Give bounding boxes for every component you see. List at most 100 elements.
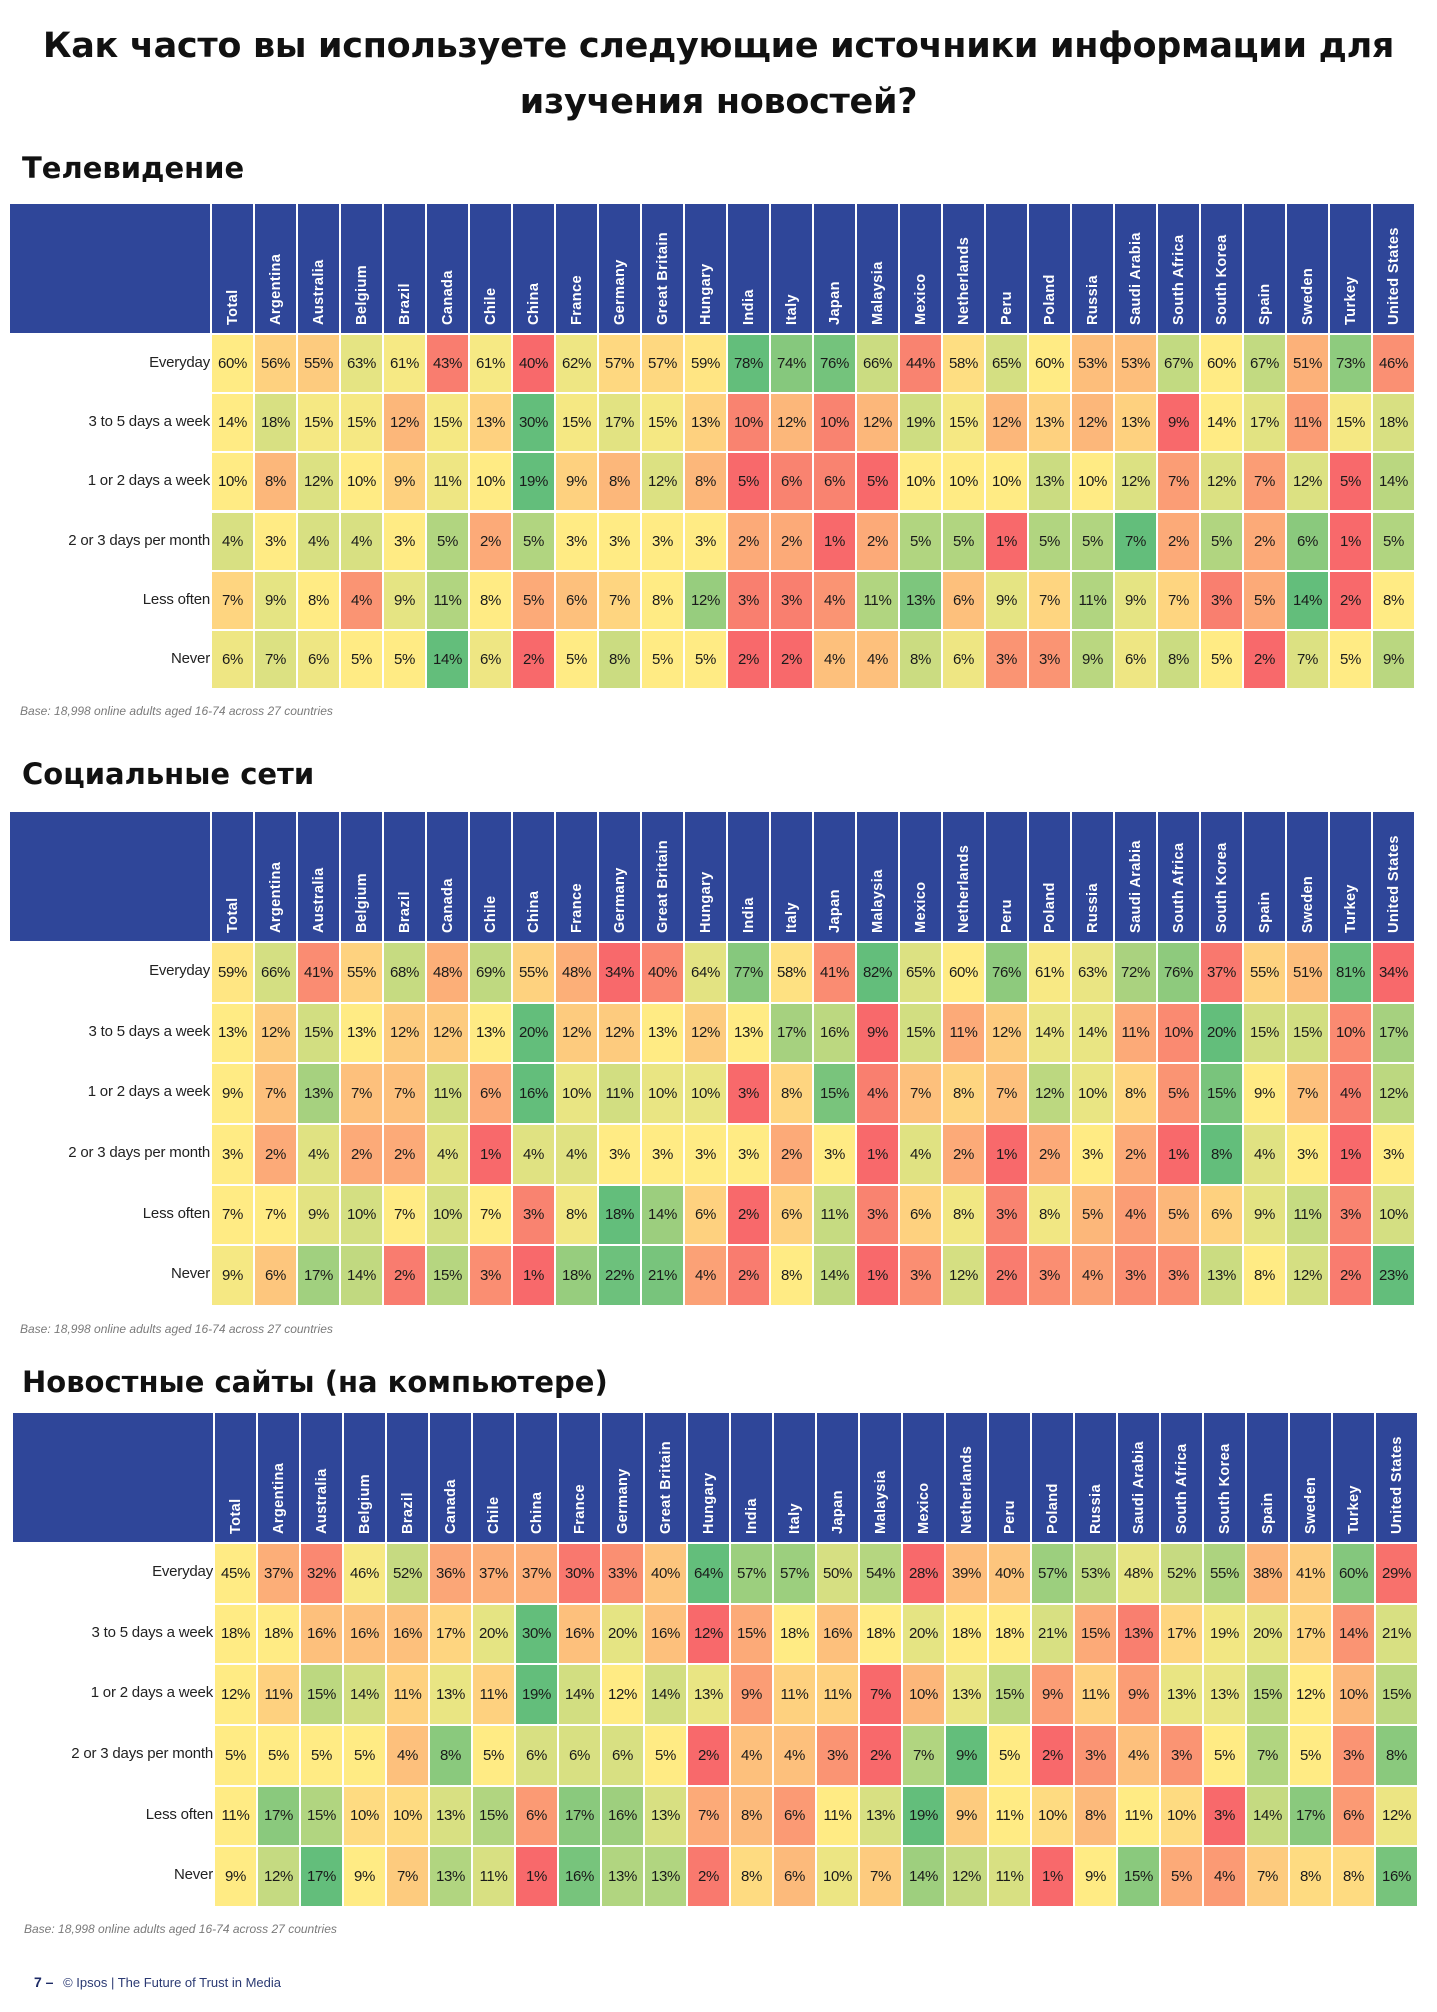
heatmap-header: Total Argentina Australia Belgium Brazil Cana… [10, 812, 1414, 941]
heatmap-cell: 16% [557, 1602, 600, 1664]
heatmap-cell: 72% [1113, 941, 1156, 1002]
column-header-label: Spain [1256, 891, 1273, 933]
heatmap-cell: 12% [1371, 1062, 1414, 1123]
heatmap-cell: 12% [686, 1602, 729, 1664]
column-header-label: South Africa [1170, 842, 1187, 933]
heatmap-cell: 10% [640, 1062, 683, 1123]
heatmap-cell: 10% [1070, 1062, 1113, 1123]
footer-text: © Ipsos | The Future of Trust in Media [63, 1975, 282, 1990]
column-header-argentina: Argentina [253, 812, 296, 941]
column-header-france: France [554, 204, 597, 333]
column-header-netherlands: Netherlands [941, 204, 984, 333]
heatmap-cell: 73% [1328, 333, 1371, 393]
heatmap-cell: 13% [683, 392, 726, 452]
heatmap-cell: 14% [339, 1244, 382, 1305]
heatmap-cell: 8% [898, 628, 941, 688]
heatmap-cell: 64% [686, 1542, 729, 1603]
heatmap-cell: 12% [769, 392, 812, 452]
heatmap-cell: 34% [1371, 941, 1414, 1002]
heatmap-cell: 10% [425, 1183, 468, 1245]
column-header-malaysia: Malaysia [855, 204, 898, 333]
column-header-poland: Poland [1027, 204, 1070, 333]
heatmap-cell: 2% [769, 510, 812, 570]
heatmap-cell: 2% [686, 1724, 729, 1785]
column-header-label: France [571, 1484, 588, 1534]
column-header-label: Germany [614, 1468, 631, 1534]
heatmap-cell: 12% [1285, 1244, 1328, 1305]
column-header-spain: Spain [1245, 1413, 1288, 1542]
heatmap-cell: 2% [511, 628, 554, 688]
heatmap-cell: 12% [253, 1001, 296, 1063]
column-header-label: Russia [1084, 275, 1101, 325]
column-header-hungary: Hungary [686, 1413, 729, 1542]
column-header-label: France [568, 275, 585, 325]
column-header-label: Australia [313, 1468, 330, 1534]
heatmap-cell: 3% [1285, 1123, 1328, 1184]
heatmap-cell: 7% [686, 1784, 729, 1846]
heatmap-cell: 9% [944, 1724, 987, 1785]
heatmap-cell: 37% [256, 1542, 299, 1603]
heatmap-cell: 10% [339, 1183, 382, 1245]
column-header-chile: Chile [471, 1413, 514, 1542]
heatmap-cell: 2% [1328, 1244, 1371, 1305]
row-label-less-often: Less often [142, 1204, 210, 1222]
heatmap-cell: 53% [1070, 333, 1113, 393]
column-header-label: Poland [1041, 882, 1058, 933]
heatmap-cell: 15% [898, 1001, 941, 1063]
heatmap-cell: 1% [1328, 1123, 1371, 1184]
heatmap-cell: 7% [253, 1183, 296, 1245]
heatmap-cell: 6% [941, 628, 984, 688]
column-header-label: Germany [611, 867, 628, 933]
heatmap-cell: 12% [1027, 1062, 1070, 1123]
column-header-label: Chile [485, 1496, 502, 1534]
heatmap-cell: 17% [769, 1001, 812, 1063]
heatmap-cell: 3% [1371, 1123, 1414, 1184]
heatmap-cell: 55% [511, 941, 554, 1002]
column-header-brazil: Brazil [382, 204, 425, 333]
column-header-label: China [525, 282, 542, 325]
heatmap-cell: 9% [1371, 628, 1414, 688]
heatmap-cell: 13% [726, 1001, 769, 1063]
heatmap-cell: 15% [987, 1663, 1030, 1724]
heatmap-cell: 17% [597, 392, 640, 452]
heatmap-cell: 1% [1030, 1845, 1073, 1906]
heatmap-cell: 2% [941, 1123, 984, 1184]
heatmap-cell: 20% [600, 1602, 643, 1664]
row-label-everyday: Everyday [149, 354, 210, 371]
column-header-label: Great Britain [654, 231, 671, 325]
heatmap-cell: 66% [855, 333, 898, 393]
heatmap-cell: 14% [1245, 1784, 1288, 1846]
page-title-line-1: Как часто вы используете следующие источ… [42, 26, 1395, 66]
heatmap-cell: 11% [425, 569, 468, 629]
heatmap-cell: 32% [299, 1542, 342, 1603]
heatmap-cell: 11% [772, 1663, 815, 1724]
heatmap-cell: 18% [597, 1183, 640, 1245]
heatmap-cell: 2% [382, 1244, 425, 1305]
column-header-india: India [726, 204, 769, 333]
heatmap-header: Total Argentina Australia Belgium Brazil Cana… [10, 204, 1414, 333]
heatmap-cell: 48% [1116, 1542, 1159, 1603]
heatmap-cell: 44% [898, 333, 941, 393]
heatmap-cell: 16% [342, 1602, 385, 1664]
heatmap-cell: 6% [557, 1724, 600, 1785]
heatmap-cell: 7% [468, 1183, 511, 1245]
heatmap-cell: 1% [855, 1123, 898, 1184]
heatmap-cell: 13% [296, 1062, 339, 1123]
heatmap-cell: 16% [511, 1062, 554, 1123]
heatmap-cell: 4% [772, 1724, 815, 1785]
heatmap-cell: 4% [683, 1244, 726, 1305]
column-header-label: Brazil [396, 891, 413, 933]
column-header-australia: Australia [299, 1413, 342, 1542]
heatmap-cell: 6% [296, 628, 339, 688]
heatmap-cell: 10% [210, 451, 253, 511]
column-header-china: China [511, 812, 554, 941]
heatmap-cell: 14% [643, 1663, 686, 1724]
column-header-label: Netherlands [955, 844, 972, 933]
heatmap-cell: 76% [812, 333, 855, 393]
heatmap-cell: 14% [557, 1663, 600, 1724]
column-header-label: United States [1385, 835, 1402, 933]
heatmap-cell: 8% [554, 1183, 597, 1245]
heatmap-cell: 54% [858, 1542, 901, 1603]
column-header-label: Belgium [356, 1474, 373, 1534]
heatmap-cell: 2% [1030, 1724, 1073, 1785]
